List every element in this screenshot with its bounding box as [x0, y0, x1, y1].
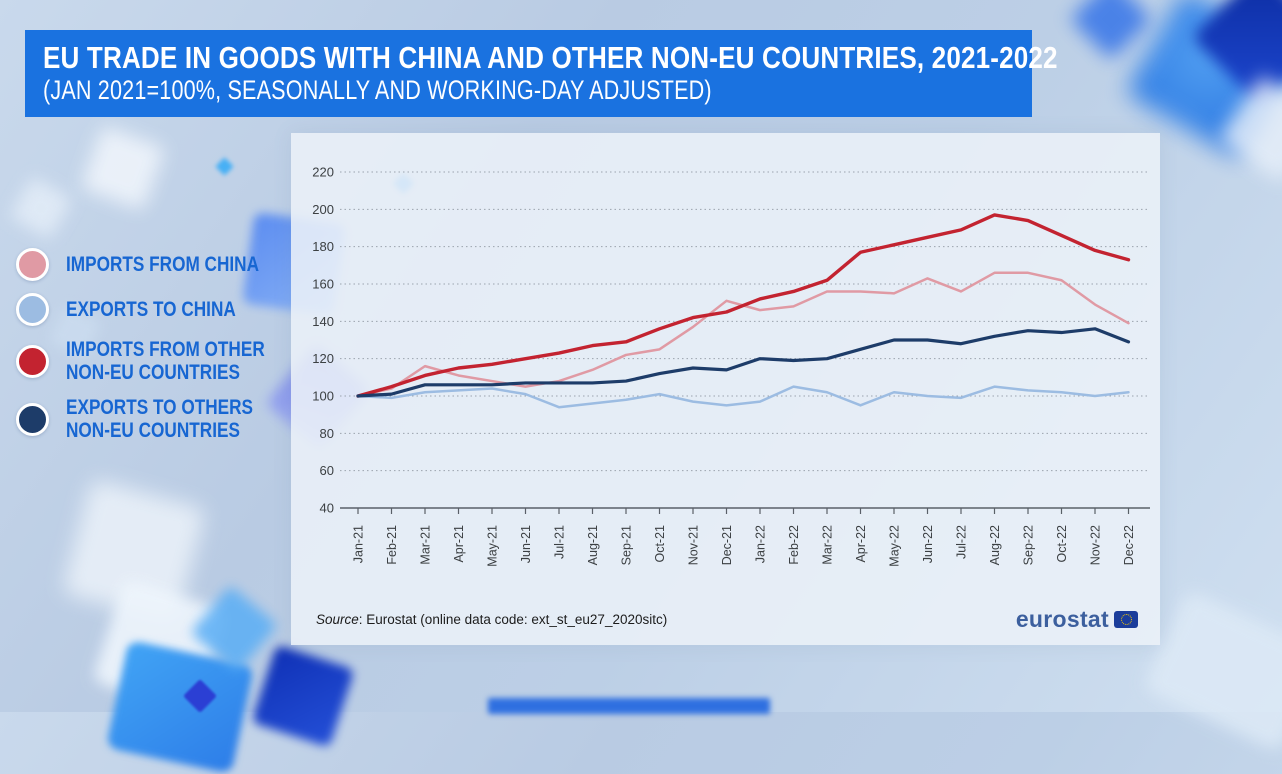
svg-text:40: 40	[320, 501, 334, 516]
legend-label: EXPORTS TO CHINA	[66, 297, 236, 321]
svg-text:140: 140	[312, 314, 334, 329]
svg-text:Oct-22: Oct-22	[1055, 525, 1069, 563]
svg-text:Jan-21: Jan-21	[352, 525, 366, 563]
legend-item-exports-non-eu: EXPORTS TO OTHERS NON-EU COUNTRIES	[16, 395, 314, 442]
legend-item-exports-china: EXPORTS TO CHINA	[16, 293, 314, 326]
svg-text:Apr-22: Apr-22	[854, 525, 868, 563]
legend-item-imports-non-eu: IMPORTS FROM OTHER NON-EU COUNTRIES	[16, 337, 314, 384]
svg-text:May-21: May-21	[486, 525, 500, 567]
source-label: Source	[316, 612, 359, 627]
svg-text:Dec-21: Dec-21	[720, 525, 734, 565]
svg-text:Sep-21: Sep-21	[620, 525, 634, 565]
svg-text:Dec-22: Dec-22	[1122, 525, 1136, 565]
decorative-strip	[488, 698, 770, 714]
svg-text:200: 200	[312, 202, 334, 217]
svg-text:Nov-22: Nov-22	[1089, 525, 1103, 565]
svg-text:Jul-22: Jul-22	[955, 525, 969, 559]
svg-text:May-22: May-22	[888, 525, 902, 567]
eu-flag-icon	[1114, 611, 1138, 628]
eurostat-logo-text: eurostat	[1015, 606, 1109, 632]
legend-label: IMPORTS FROM OTHER NON-EU COUNTRIES	[66, 337, 265, 384]
svg-text:Sep-22: Sep-22	[1022, 525, 1036, 565]
legend-label: EXPORTS TO OTHERS NON-EU COUNTRIES	[66, 395, 253, 442]
chart-legend: IMPORTS FROM CHINA EXPORTS TO CHINA IMPO…	[16, 248, 314, 442]
svg-text:Mar-22: Mar-22	[821, 525, 835, 565]
decorative-cube	[215, 157, 234, 176]
svg-text:Feb-22: Feb-22	[787, 525, 801, 565]
decorative-cube	[1069, 0, 1153, 61]
source-note: Source: Eurostat (online data code: ext_…	[316, 612, 667, 627]
imports-non-eu-swatch-icon	[16, 344, 49, 378]
decorative-cube	[9, 176, 73, 240]
svg-text:60: 60	[320, 463, 334, 478]
trade-line-chart: 40 60 80 100 120 140 160 180 200 220 Jan-21 Feb-21 M…	[312, 165, 1150, 567]
svg-text:100: 100	[312, 389, 334, 404]
svg-text:Jun-22: Jun-22	[921, 525, 935, 563]
eurostat-logo: eurostat	[1016, 606, 1138, 633]
svg-text:220: 220	[312, 165, 334, 180]
decorative-cube	[1141, 589, 1282, 753]
svg-text:Jun-21: Jun-21	[519, 525, 533, 563]
page-subtitle: (JAN 2021=100%, SEASONALLY AND WORKING-D…	[43, 74, 712, 105]
svg-text:Aug-22: Aug-22	[988, 525, 1002, 565]
legend-label: IMPORTS FROM CHINA	[66, 252, 260, 276]
exports-china-swatch-icon	[16, 293, 49, 326]
svg-text:Oct-21: Oct-21	[653, 525, 667, 563]
svg-text:Feb-21: Feb-21	[385, 525, 399, 565]
decorative-cube	[80, 125, 166, 211]
svg-text:80: 80	[320, 426, 334, 441]
page-title: EU TRADE IN GOODS WITH CHINA AND OTHER N…	[43, 40, 1058, 75]
decorative-cube	[251, 644, 355, 748]
svg-text:120: 120	[312, 351, 334, 366]
legend-item-imports-china: IMPORTS FROM CHINA	[16, 248, 314, 281]
imports-china-swatch-icon	[16, 248, 49, 281]
svg-text:Aug-21: Aug-21	[586, 525, 600, 565]
svg-text:Mar-21: Mar-21	[419, 525, 433, 565]
svg-text:160: 160	[312, 277, 334, 292]
svg-text:Apr-21: Apr-21	[452, 525, 466, 563]
exports-non-eu-swatch-icon	[16, 402, 49, 436]
chart-panel: 40 60 80 100 120 140 160 180 200 220 Jan-21 Feb-21 M…	[291, 133, 1160, 645]
svg-text:Jul-21: Jul-21	[553, 525, 567, 559]
svg-text:Nov-21: Nov-21	[687, 525, 701, 565]
svg-text:180: 180	[312, 239, 334, 254]
source-text: : Eurostat (online data code: ext_st_eu2…	[358, 612, 668, 627]
svg-text:Jan-22: Jan-22	[754, 525, 768, 563]
title-banner: EU TRADE IN GOODS WITH CHINA AND OTHER N…	[25, 30, 1058, 117]
